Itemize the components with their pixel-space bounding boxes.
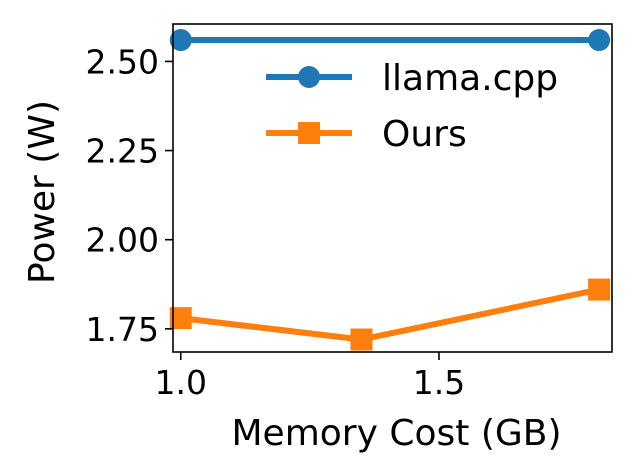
y-tick-label-0: 1.75 [86,310,159,349]
data-point-1-2 [588,278,611,301]
legend-marker-1 [298,122,320,144]
x-tick-label-0: 1.0 [155,363,207,402]
x-axis-title: Memory Cost (GB) [231,413,561,454]
y-axis-title: Power (W) [22,100,63,284]
axis-ticks: 1.0 1.5 1.75 2.00 2.25 2.50 [86,42,466,402]
legend-label-0: llama.cpp [382,58,558,99]
legend-label-1: Ours [382,114,467,155]
data-point-1-0 [169,307,192,330]
y-tick-label-2: 2.25 [86,132,159,171]
legend: llama.cpp Ours [266,58,558,155]
data-point-0-1 [588,29,611,52]
plot-area [169,29,611,351]
data-point-1-1 [350,328,373,351]
y-tick-label-3: 2.50 [86,42,159,81]
series-line-1 [180,286,600,343]
x-tick-label-1: 1.5 [413,363,465,402]
legend-marker-0 [298,66,320,88]
data-point-0-0 [169,29,192,52]
axes-frame [172,23,613,353]
y-tick-label-1: 2.00 [86,221,159,260]
